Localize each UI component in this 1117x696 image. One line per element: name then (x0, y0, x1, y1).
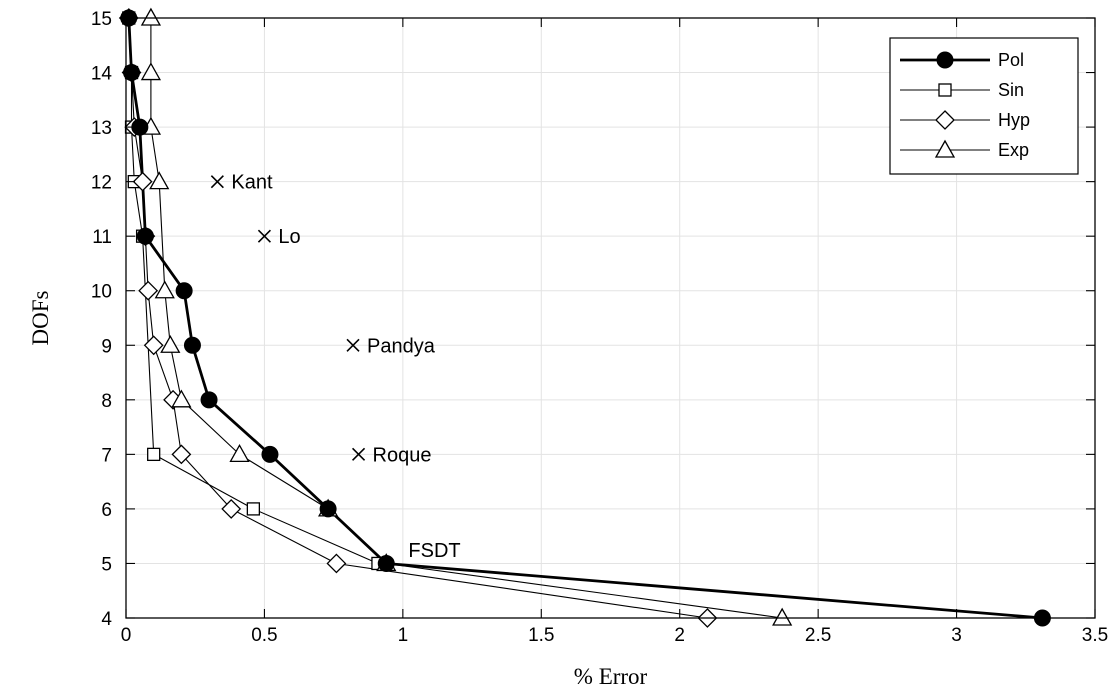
data-point-exp (149, 171, 170, 190)
data-point-pol (261, 445, 279, 463)
annotation-marker (210, 175, 224, 189)
y-tick-label: 14 (91, 64, 113, 85)
y-tick-label: 15 (91, 9, 112, 30)
y-tick-label: 4 (101, 609, 112, 630)
x-tick-label: 0 (121, 625, 132, 646)
data-point-hyp (143, 335, 164, 356)
annotations: Kant Lo Pandya Roque FSDT (210, 172, 461, 562)
annotation-marker (346, 338, 360, 352)
data-point-hyp (138, 280, 159, 301)
data-point-pol (183, 336, 201, 354)
annotation-marker (257, 229, 271, 243)
data-point-exp (140, 62, 162, 81)
plot-frame (125, 17, 1096, 619)
data-point-pol (136, 227, 154, 245)
x-tick-label: 1 (398, 625, 409, 646)
y-tick-label: 8 (101, 391, 112, 412)
y-tick-label: 12 (91, 173, 112, 194)
y-tick-label: 13 (91, 118, 112, 139)
x-tick-label: 1.5 (528, 625, 554, 646)
data-point-exp (772, 607, 793, 626)
y-tick-label: 5 (101, 554, 112, 575)
y-axis-title: DOFs (28, 290, 53, 345)
legend-box (889, 37, 1079, 175)
y-tick-label: 11 (92, 227, 112, 248)
legend-marker (935, 110, 955, 130)
x-tick-label: 0.5 (251, 625, 277, 646)
data-point-pol (200, 391, 218, 409)
y-tick-label: 6 (101, 500, 112, 521)
data-point-exp (160, 334, 181, 353)
data-point-exp (140, 7, 162, 26)
annotation-marker (351, 447, 366, 461)
legend: Pol Sin Hyp Exp (889, 37, 1079, 175)
data-point-hyp (171, 444, 192, 465)
data-point-hyp (221, 498, 242, 519)
y-tick-label: 9 (101, 336, 112, 357)
legend-label: Exp (998, 140, 1029, 160)
data-point-hyp (132, 171, 153, 192)
data-point-pol (175, 282, 193, 300)
x-axis-title: % Error (574, 664, 648, 689)
data-point-sin (246, 502, 261, 516)
annotation-label: Kant (231, 172, 273, 194)
data-point-sin (147, 447, 161, 462)
annotation-label: FSDT (408, 540, 460, 562)
tick-labels: 0 0.5 1 1.5 2 2.5 3 3.5 4 5 6 7 8 9 10 11 12 13 14 15 (91, 9, 1108, 646)
y-tick-label: 10 (91, 282, 112, 303)
annotation-label: Lo (278, 226, 300, 248)
x-tick-label: 2.5 (805, 625, 831, 646)
data-point-exp (154, 280, 175, 299)
legend-marker (938, 83, 952, 97)
ticks (125, 17, 1096, 619)
data-point-exp (171, 389, 192, 408)
y-tick-label: 7 (101, 445, 112, 466)
legend-label: Hyp (998, 110, 1030, 130)
legend-marker (936, 51, 954, 69)
x-tick-label: 3 (951, 625, 962, 646)
data-point-pol (319, 500, 337, 518)
annotation-label: Roque (373, 444, 432, 466)
data-point-pol (377, 554, 395, 572)
x-tick-label: 3.5 (1082, 625, 1108, 646)
legend-label: Pol (998, 50, 1024, 70)
legend-marker (934, 139, 956, 158)
legend-label: Sin (998, 80, 1024, 100)
data-point-exp (229, 444, 250, 463)
x-tick-label: 2 (674, 625, 685, 646)
data-point-hyp (326, 553, 347, 574)
annotation-label: Pandya (367, 335, 436, 357)
